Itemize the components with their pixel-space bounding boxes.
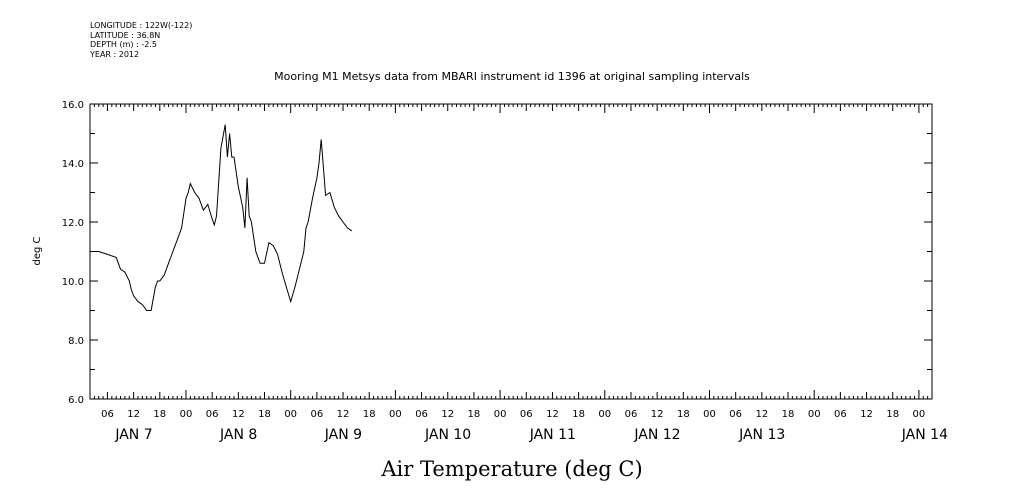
axis-ticks	[89, 103, 933, 400]
x-hour-label: 06	[834, 409, 847, 420]
x-hour-label: 12	[546, 409, 559, 420]
x-hour-label: 00	[494, 409, 507, 420]
axis-tick-labels: 6.0 8.0 10.0 12.0 14.0 16.0 06 12 18 00 06 12 18 00 06…	[62, 100, 948, 443]
x-hour-label: 06	[625, 409, 638, 420]
x-hour-label: 00	[180, 409, 193, 420]
depth-text: DEPTH (m) : -2.5	[90, 40, 157, 49]
x-day-label: JAN 8	[219, 427, 257, 443]
x-hour-label: 06	[520, 409, 533, 420]
x-hour-label: 18	[572, 409, 585, 420]
x-hour-label: 12	[860, 409, 873, 420]
data-series	[90, 124, 353, 311]
year-text: YEAR : 2012	[90, 49, 140, 59]
longitude-text: LONGITUDE : 122W(-122)	[90, 21, 193, 30]
x-hour-label: 06	[729, 409, 742, 420]
x-day-label: JAN 11	[529, 427, 576, 443]
x-day-label: JAN 10	[424, 427, 471, 443]
x-hour-label: 18	[886, 409, 899, 420]
x-hour-label: 00	[598, 409, 611, 420]
y-tick-label: 12.0	[62, 218, 84, 229]
y-tick-label: 10.0	[62, 277, 84, 288]
x-hour-label: 06	[415, 409, 428, 420]
x-day-label: JAN 14	[901, 427, 948, 443]
x-hour-label: 06	[206, 409, 219, 420]
x-hour-label: 12	[337, 409, 350, 420]
series-line-segment-1	[90, 124, 353, 311]
x-hour-label: 18	[782, 409, 795, 420]
x-day-label: JAN 9	[324, 427, 362, 443]
y-tick-label: 14.0	[62, 159, 84, 170]
x-hour-label: 12	[441, 409, 454, 420]
x-hour-label: 18	[677, 409, 690, 420]
x-hour-label: 18	[258, 409, 271, 420]
x-hour-label: 18	[153, 409, 166, 420]
plot-frame	[89, 103, 933, 400]
x-hour-label: 18	[468, 409, 481, 420]
x-hour-label: 06	[101, 409, 114, 420]
chart-title: Mooring M1 Metsys data from MBARI instru…	[274, 70, 750, 83]
x-hour-label: 12	[651, 409, 664, 420]
x-hour-label: 12	[755, 409, 768, 420]
y-tick-label: 6.0	[68, 395, 84, 406]
y-tick-label: 16.0	[62, 100, 84, 111]
x-hour-label: 06	[310, 409, 323, 420]
x-hour-label: 12	[232, 409, 245, 420]
x-hour-label: 00	[284, 409, 297, 420]
x-hour-label: 18	[363, 409, 376, 420]
y-axis-label: deg C	[32, 236, 43, 265]
y-tick-label: 8.0	[68, 336, 84, 347]
metadata-block: LONGITUDE : 122W(-122) LATITUDE : 36.8N …	[90, 21, 192, 59]
x-day-label: JAN 13	[738, 427, 785, 443]
x-hour-label: 00	[808, 409, 821, 420]
x-hour-label: 00	[913, 409, 926, 420]
x-axis-label: Air Temperature (deg C)	[380, 457, 642, 481]
latitude-text: LATITUDE : 36.8N	[90, 30, 161, 40]
x-day-label: JAN 12	[633, 427, 680, 443]
x-hour-label: 12	[127, 409, 140, 420]
x-hour-label: 00	[703, 409, 716, 420]
x-hour-label: 00	[389, 409, 402, 420]
x-day-label: JAN 7	[114, 427, 152, 443]
